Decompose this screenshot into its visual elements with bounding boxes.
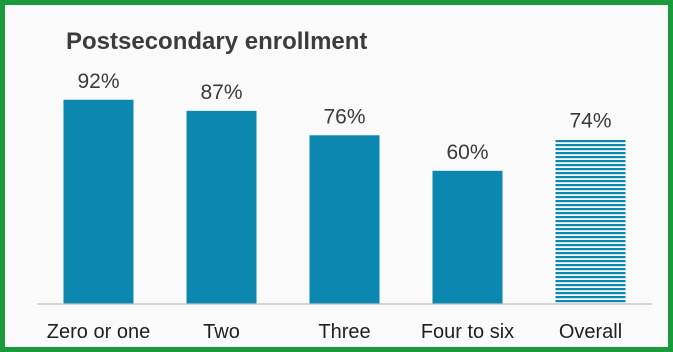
bar-two <box>186 110 257 304</box>
category-label-three: Three <box>318 321 370 343</box>
bar-zero-or-one <box>63 99 134 304</box>
bars-layer <box>63 99 626 304</box>
category-label-four-to-six: Four to six <box>421 321 514 343</box>
data-label-two: 87% <box>200 81 242 104</box>
category-label-overall: Overall <box>559 321 622 343</box>
data-label-overall: 74% <box>569 110 611 133</box>
chart-title: Postsecondary enrollment <box>66 28 367 55</box>
labels-layer: 92% Zero or one 87% Two 76% Three 60% Four to s… <box>47 70 622 343</box>
bar-overall <box>555 139 626 304</box>
bar-three <box>309 135 380 304</box>
category-label-two: Two <box>203 321 240 343</box>
data-label-three: 76% <box>323 105 365 128</box>
bar-four-to-six <box>432 170 503 304</box>
data-label-zero-or-one: 92% <box>77 70 119 93</box>
category-label-zero-or-one: Zero or one <box>47 321 150 343</box>
data-label-four-to-six: 60% <box>446 141 488 164</box>
